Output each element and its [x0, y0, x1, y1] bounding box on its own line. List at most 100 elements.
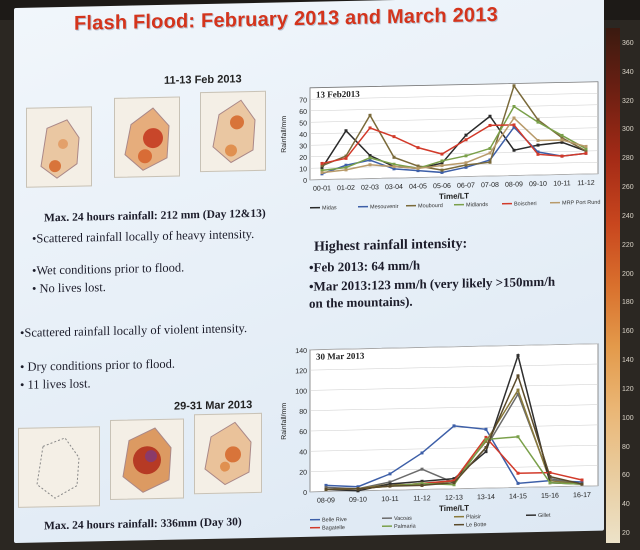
legend-label: Moubourd — [418, 203, 443, 210]
x-axis-label: Time/LT — [439, 503, 469, 513]
series-line — [321, 124, 587, 165]
y-tick-label: 0 — [303, 178, 307, 185]
data-point — [464, 133, 468, 137]
x-tick-label: 06-07 — [457, 182, 475, 189]
data-point — [484, 427, 488, 431]
y-tick-label: 70 — [299, 97, 307, 104]
x-tick-label: 11-12 — [577, 180, 594, 187]
x-tick-label: 00-01 — [313, 185, 331, 192]
data-point — [560, 133, 564, 137]
data-point — [512, 104, 516, 109]
x-tick-label: 16-17 — [573, 492, 591, 499]
data-point — [484, 437, 488, 441]
y-axis-label: Rainfall/mm — [281, 116, 288, 153]
x-tick-label: 09-10 — [349, 497, 367, 504]
gridline — [310, 384, 598, 391]
colorbar-tick-label: 60 — [622, 472, 630, 480]
feb-bullet-3: • No lives lost. — [32, 280, 106, 296]
data-point — [416, 164, 420, 168]
legend-label: Le Botte — [466, 522, 486, 528]
colorbar-tick-label: 360 — [622, 40, 634, 47]
data-point — [320, 164, 324, 168]
colorbar-tick-label: 140 — [622, 357, 634, 365]
data-point — [416, 169, 420, 173]
data-point — [548, 481, 552, 485]
x-tick-label: 11-12 — [413, 495, 430, 502]
mar-map-2 — [110, 418, 184, 500]
data-point — [512, 148, 516, 152]
x-tick-label: 14-15 — [509, 493, 527, 500]
feb-rainfall-chart: 0 10 20 30 40 50 60 70 00-01 01-02 02-03 03-04 04-05… — [281, 81, 600, 212]
x-tick-label: 10-11 — [553, 180, 570, 187]
gridline — [310, 116, 598, 123]
mar-bullet-3: • 11 lives lost. — [20, 376, 91, 392]
series-line — [321, 126, 587, 175]
x-tick-label: 13-14 — [477, 494, 495, 501]
data-point — [440, 168, 444, 172]
x-tick-label: 03-04 — [385, 184, 403, 191]
mar-bullet-1: •Scattered rainfall locally of violent i… — [20, 321, 248, 340]
colorbar-tick-label: 220 — [622, 241, 634, 249]
legend-label: Palmaria — [394, 524, 417, 530]
colorbar-tick-label: 300 — [622, 126, 634, 134]
feb-map-3 — [200, 90, 266, 173]
legend-label: Mesouvenir — [370, 204, 399, 211]
data-point — [580, 478, 584, 482]
series-line — [321, 105, 587, 172]
data-point — [516, 374, 520, 378]
data-point — [516, 481, 520, 485]
data-point — [464, 154, 468, 158]
data-point — [392, 155, 396, 159]
legend-label: Vacoas — [394, 516, 412, 522]
colorbar-tick-label: 260 — [622, 184, 634, 192]
data-point — [440, 164, 444, 168]
data-point — [488, 151, 492, 155]
data-point — [488, 123, 492, 127]
data-point — [420, 467, 424, 471]
data-point — [560, 136, 564, 140]
data-point — [516, 471, 520, 475]
data-point — [368, 156, 372, 160]
data-point — [344, 163, 348, 167]
feb-bullet-2: •Wet conditions prior to flood. — [32, 260, 185, 278]
y-tick-label: 10 — [299, 166, 307, 173]
legend-label: Belle Rive — [322, 517, 347, 524]
y-tick-label: 80 — [299, 409, 307, 416]
data-point — [388, 472, 392, 476]
gridline — [310, 444, 598, 452]
data-point — [512, 123, 516, 127]
y-tick-label: 20 — [299, 155, 307, 162]
data-point — [488, 146, 492, 150]
slide-title: Flash Flood: February 2013 and March 201… — [74, 3, 498, 35]
y-tick-label: 60 — [299, 109, 307, 116]
data-point — [416, 146, 420, 150]
colorbar-tick-label: 120 — [622, 385, 634, 393]
gridline — [310, 93, 598, 100]
x-tick-label: 10-11 — [381, 496, 398, 503]
y-tick-label: 120 — [295, 368, 307, 375]
gridline — [310, 104, 598, 112]
data-point — [368, 154, 372, 158]
data-point — [464, 165, 468, 169]
data-point — [368, 163, 372, 167]
data-point — [512, 116, 516, 120]
mar-bullet-2: • Dry conditions prior to flood. — [20, 356, 176, 374]
x-tick-label: 15-16 — [541, 493, 559, 500]
mar-map-1 — [18, 426, 100, 508]
data-point — [464, 163, 468, 167]
y-tick-label: 40 — [299, 132, 307, 139]
gridline — [310, 150, 598, 158]
legend-label: MRP Port Rund — [562, 200, 600, 207]
data-point — [392, 162, 396, 166]
data-point — [392, 135, 396, 139]
colorbar-tick-label: 200 — [622, 270, 634, 278]
data-point — [416, 166, 420, 170]
data-point — [320, 171, 324, 175]
data-point — [560, 140, 564, 144]
data-point — [344, 129, 348, 133]
feb-bullet-1: •Scattered rainfall locally of heavy int… — [32, 226, 255, 246]
feb-map-2 — [114, 96, 180, 178]
legend-label: Boischeri — [514, 201, 537, 207]
data-point — [452, 424, 456, 428]
y-tick-label: 0 — [303, 490, 307, 497]
